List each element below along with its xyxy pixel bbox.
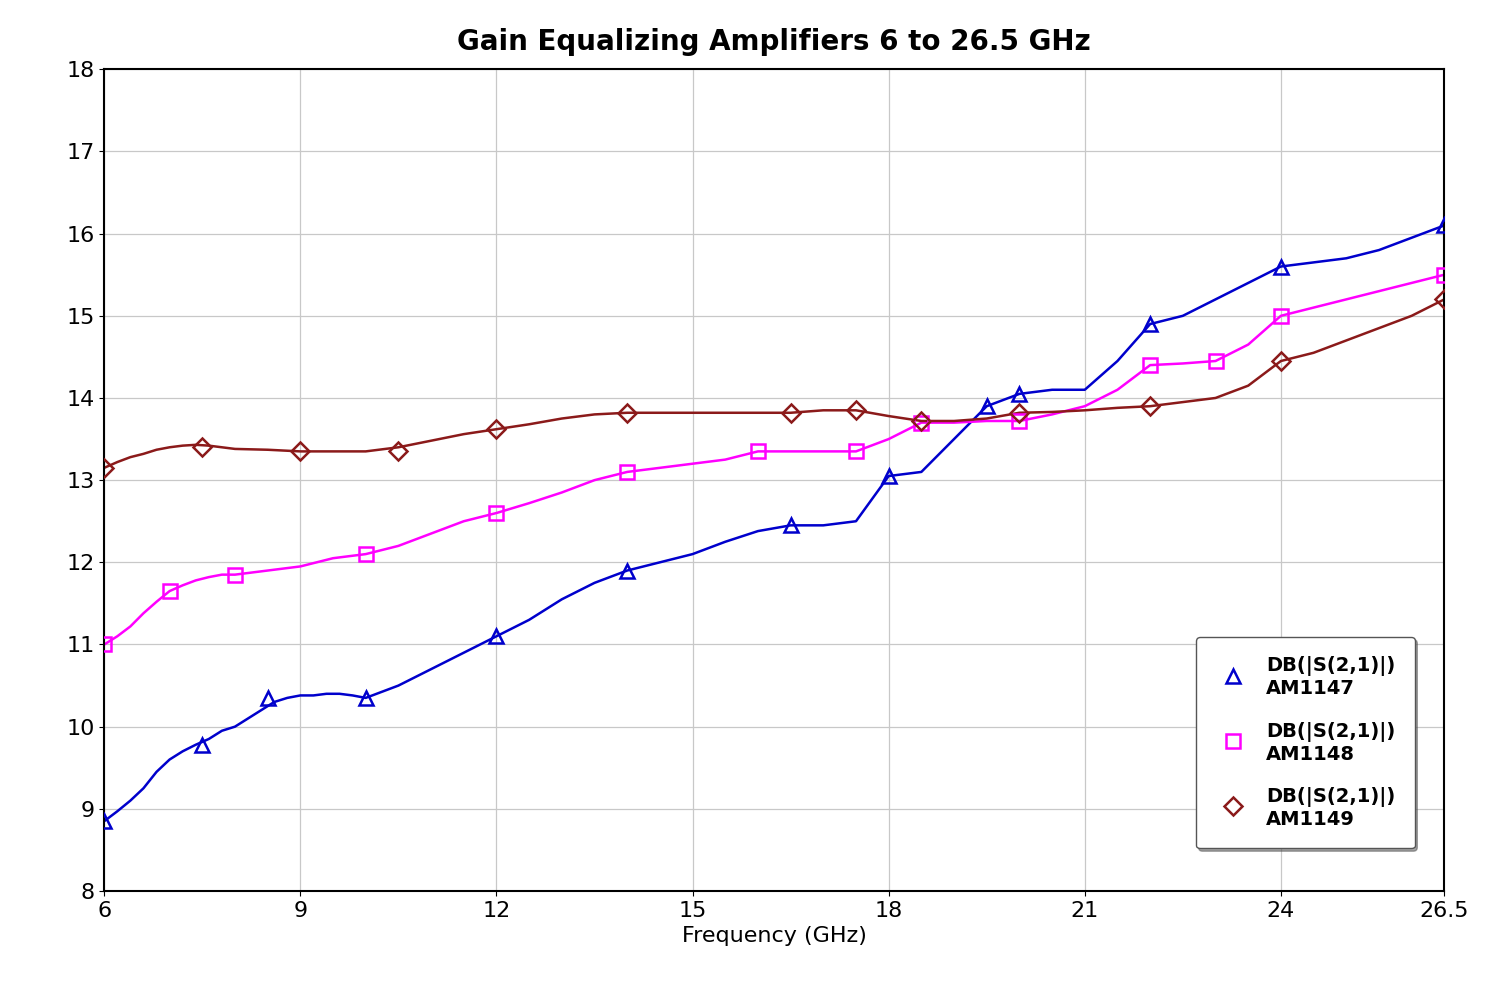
DB(|S(2,1)|)
AM1149 [194, 442, 211, 453]
X-axis label: Frequency (GHz): Frequency (GHz) [682, 927, 867, 946]
DB(|S(2,1)|)
AM1148 [913, 417, 931, 429]
Line: DB(|S(2,1)|)
AM1147: DB(|S(2,1)|) AM1147 [97, 219, 1452, 828]
DB(|S(2,1)|)
AM1148 [226, 568, 244, 580]
DB(|S(2,1)|)
AM1147 [1435, 220, 1453, 232]
DB(|S(2,1)|)
AM1149 [1141, 400, 1158, 412]
DB(|S(2,1)|)
AM1148 [749, 446, 767, 457]
Legend: DB(|S(2,1)|)
AM1147, DB(|S(2,1)|)
AM1148, DB(|S(2,1)|)
AM1149: DB(|S(2,1)|) AM1147, DB(|S(2,1)|) AM1148… [1196, 637, 1415, 848]
DB(|S(2,1)|)
AM1149 [487, 424, 505, 436]
DB(|S(2,1)|)
AM1148 [1272, 310, 1289, 322]
DB(|S(2,1)|)
AM1147 [487, 631, 505, 643]
DB(|S(2,1)|)
AM1148 [357, 548, 375, 560]
DB(|S(2,1)|)
AM1149 [782, 407, 800, 419]
DB(|S(2,1)|)
AM1148 [1141, 359, 1158, 371]
DB(|S(2,1)|)
AM1147 [978, 400, 996, 412]
DB(|S(2,1)|)
AM1147 [194, 739, 211, 750]
DB(|S(2,1)|)
AM1147 [782, 520, 800, 532]
Title: Gain Equalizing Amplifiers 6 to 26.5 GHz: Gain Equalizing Amplifiers 6 to 26.5 GHz [457, 28, 1091, 55]
DB(|S(2,1)|)
AM1149 [1435, 293, 1453, 305]
DB(|S(2,1)|)
AM1149 [1272, 355, 1289, 367]
DB(|S(2,1)|)
AM1147 [259, 692, 277, 704]
DB(|S(2,1)|)
AM1149 [390, 446, 408, 457]
DB(|S(2,1)|)
AM1148 [95, 639, 113, 650]
DB(|S(2,1)|)
AM1148 [618, 466, 636, 478]
DB(|S(2,1)|)
AM1148 [1206, 355, 1224, 367]
DB(|S(2,1)|)
AM1149 [618, 407, 636, 419]
DB(|S(2,1)|)
AM1147 [1011, 388, 1029, 400]
DB(|S(2,1)|)
AM1147 [1272, 260, 1289, 272]
DB(|S(2,1)|)
AM1147 [357, 692, 375, 704]
DB(|S(2,1)|)
AM1147 [1141, 318, 1158, 330]
DB(|S(2,1)|)
AM1148 [1011, 415, 1029, 427]
DB(|S(2,1)|)
AM1149 [292, 446, 310, 457]
DB(|S(2,1)|)
AM1148 [161, 585, 179, 597]
DB(|S(2,1)|)
AM1147 [618, 564, 636, 576]
DB(|S(2,1)|)
AM1149 [1011, 407, 1029, 419]
DB(|S(2,1)|)
AM1149 [847, 404, 865, 416]
DB(|S(2,1)|)
AM1147 [95, 815, 113, 827]
DB(|S(2,1)|)
AM1148 [487, 507, 505, 519]
DB(|S(2,1)|)
AM1149 [913, 415, 931, 427]
DB(|S(2,1)|)
AM1148 [847, 446, 865, 457]
Line: DB(|S(2,1)|)
AM1148: DB(|S(2,1)|) AM1148 [97, 267, 1452, 651]
DB(|S(2,1)|)
AM1149 [95, 462, 113, 474]
DB(|S(2,1)|)
AM1148 [1435, 268, 1453, 280]
Line: DB(|S(2,1)|)
AM1149: DB(|S(2,1)|) AM1149 [98, 293, 1450, 474]
DB(|S(2,1)|)
AM1147 [880, 470, 898, 482]
